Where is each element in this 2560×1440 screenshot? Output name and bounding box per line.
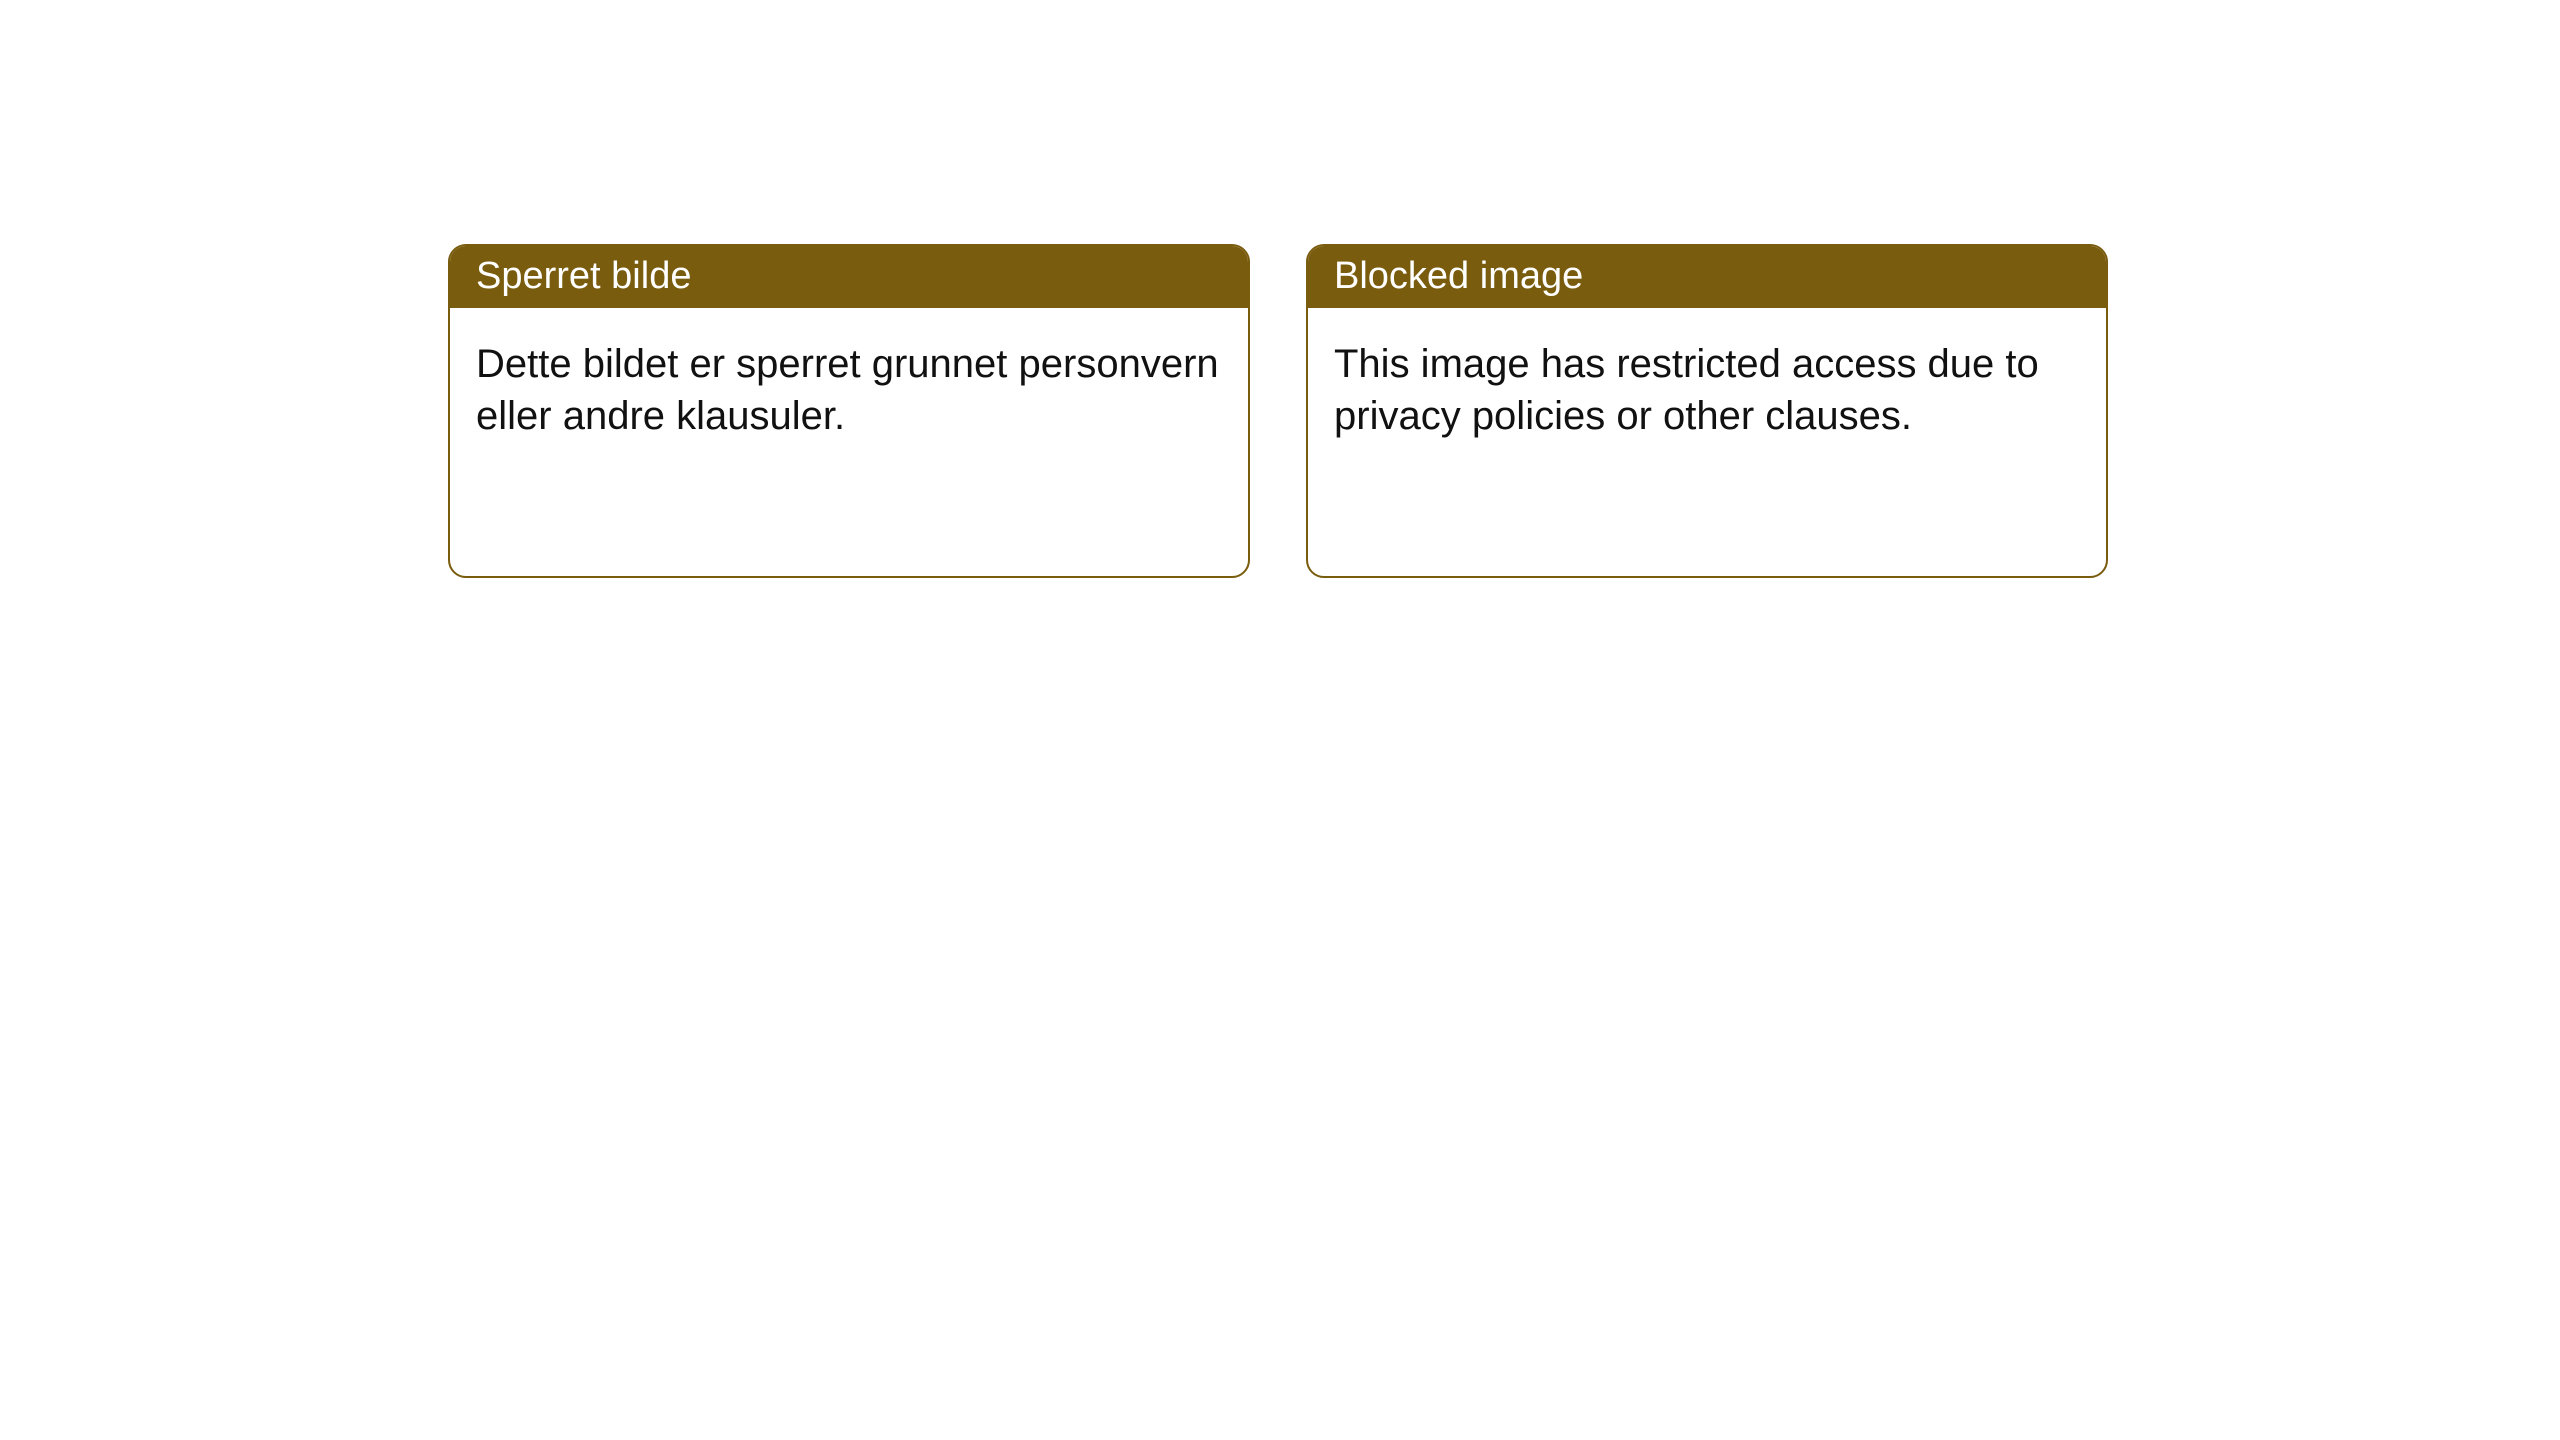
notice-card-body: Dette bildet er sperret grunnet personve… [450, 308, 1248, 472]
notice-card-english: Blocked image This image has restricted … [1306, 244, 2108, 578]
notice-card-norwegian: Sperret bilde Dette bildet er sperret gr… [448, 244, 1250, 578]
notice-container: Sperret bilde Dette bildet er sperret gr… [448, 244, 2108, 578]
notice-card-title: Sperret bilde [450, 246, 1248, 308]
notice-card-title: Blocked image [1308, 246, 2106, 308]
notice-card-body: This image has restricted access due to … [1308, 308, 2106, 472]
